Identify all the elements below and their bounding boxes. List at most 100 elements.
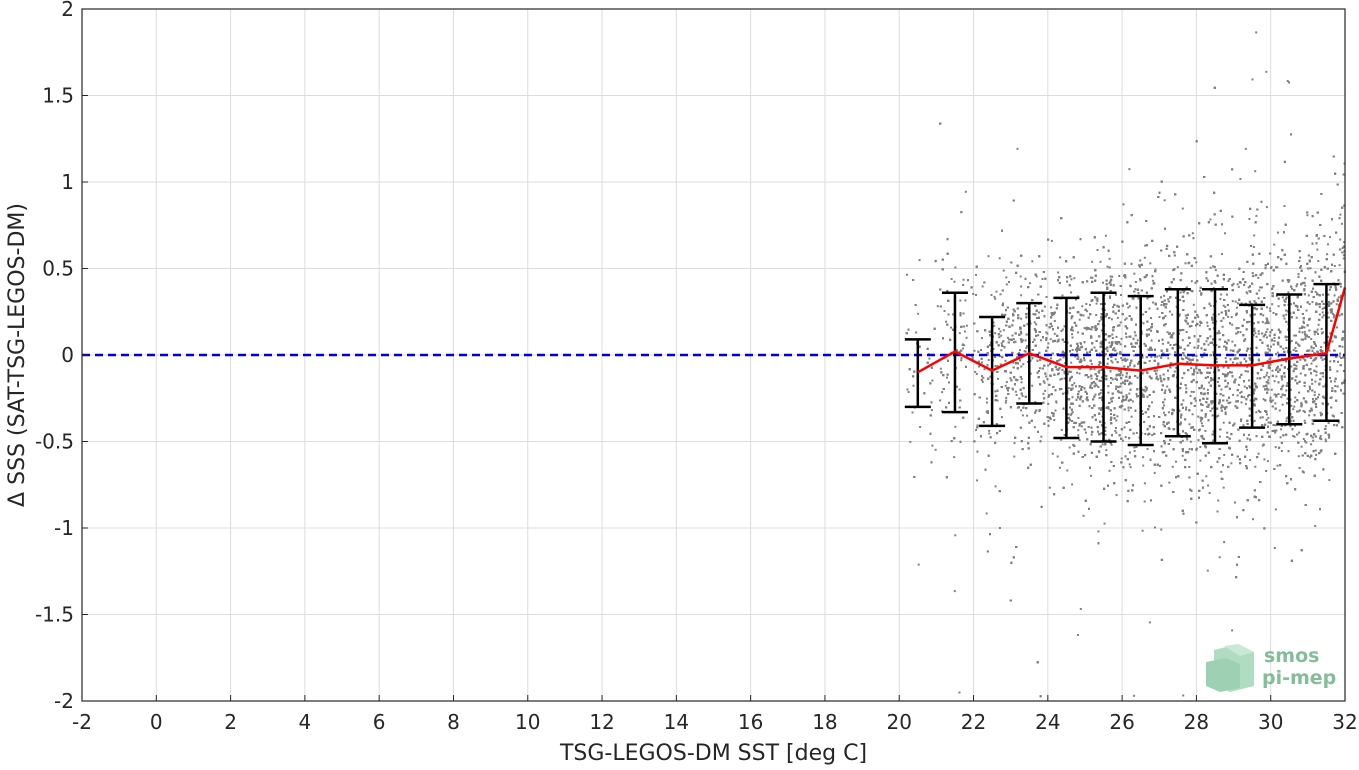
scatter-point [994,297,997,300]
scatter-point [1045,339,1048,341]
scatter-point [1261,286,1263,289]
scatter-point [1136,376,1139,379]
scatter-point [975,429,978,431]
scatter-point [1139,278,1141,280]
scatter-point [981,361,983,364]
scatter-point [1062,392,1064,395]
scatter-point [1221,325,1224,328]
scatter-point [1108,341,1111,344]
scatter-point [1304,284,1307,287]
scatter-point [1277,231,1279,234]
scatter-point [1050,357,1052,360]
scatter-point [1215,360,1218,363]
scatter-point [1257,330,1260,333]
scatter-point [1167,411,1170,414]
scatter-point [1193,368,1195,371]
scatter-point [1205,340,1208,343]
scatter-point [1240,401,1243,404]
scatter-point [1116,316,1119,319]
scatter-point [1115,431,1118,434]
scatter-point [1236,306,1238,309]
scatter-point [1269,310,1272,312]
scatter-point [1009,377,1012,380]
scatter-point [1336,326,1338,329]
scatter-point [987,359,990,361]
scatter-point [1147,433,1149,436]
scatter-point [915,331,918,334]
scatter-point [1063,377,1066,380]
scatter-point [1314,290,1317,293]
scatter-point [1213,266,1216,268]
scatter-point [1143,482,1146,485]
scatter-point [1019,349,1021,352]
scatter-point [1338,355,1341,358]
scatter-point [1057,271,1060,274]
scatter-point [1186,433,1189,436]
scatter-point [1124,436,1127,439]
scatter-point [1061,328,1064,331]
scatter-point [1222,421,1225,424]
scatter-point [1076,371,1078,374]
scatter-point [997,377,999,380]
scatter-point [1166,331,1169,334]
scatter-point [1273,547,1276,549]
scatter-point [1134,281,1137,283]
scatter-point [998,336,1001,339]
scatter-point [1293,405,1296,408]
scatter-point [1111,275,1114,278]
scatter-point [1271,369,1274,372]
scatter-point [1257,276,1260,279]
scatter-point [1299,358,1302,361]
scatter-point [1303,330,1306,333]
scatter-point [1099,260,1102,263]
scatter-point [1085,303,1088,305]
scatter-point [1090,474,1092,477]
scatter-point [1108,469,1111,472]
scatter-point [1302,357,1305,360]
scatter-point [1326,336,1329,338]
scatter-point [1321,358,1324,361]
scatter-point [986,401,988,404]
scatter-point [1144,432,1147,435]
scatter-point [1166,385,1169,388]
scatter-point [1275,375,1278,378]
scatter-point [1109,295,1111,298]
scatter-point [1076,349,1079,351]
scatter-point [1231,340,1234,343]
scatter-point [1341,345,1344,348]
scatter-point [1317,396,1319,399]
scatter-point [1020,409,1023,412]
scatter-point [1133,446,1136,449]
scatter-point [965,324,968,327]
scatter-point [1240,302,1243,305]
scatter-point [1114,358,1117,361]
scatter-point [1167,378,1170,381]
scatter-point [1143,421,1146,423]
scatter-point [1338,264,1341,267]
scatter-point [1089,303,1091,306]
scatter-point [1141,529,1144,532]
scatter-point [1337,296,1340,299]
scatter-point [1267,416,1270,419]
scatter-point [1182,358,1185,361]
scatter-point [1060,377,1063,380]
scatter-point [1090,276,1092,279]
scatter-point [1200,293,1203,296]
scatter-point [1180,329,1183,332]
scatter-point [1181,207,1184,210]
scatter-point [1286,80,1289,82]
scatter-point [936,305,939,308]
scatter-point [1294,396,1297,399]
scatter-point [1199,419,1202,422]
scatter-point [1043,305,1046,308]
scatter-point [1173,370,1176,373]
scatter-point [999,293,1002,296]
scatter-point [1188,423,1191,426]
scatter-point [1014,340,1017,343]
scatter-point [1226,293,1228,296]
scatter-point [1119,370,1122,372]
scatter-point [1223,541,1226,543]
scatter-point [1066,398,1069,400]
scatter-point [1224,305,1227,308]
scatter-point [1200,422,1203,425]
